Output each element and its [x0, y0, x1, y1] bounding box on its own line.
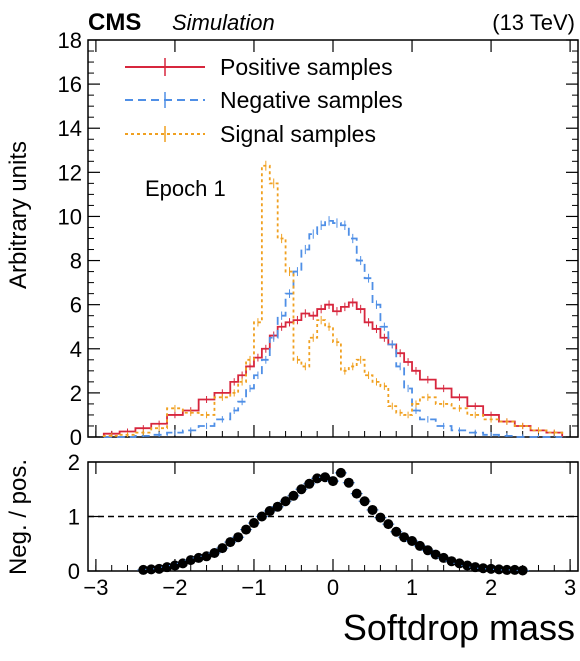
x-tick-label: −1 [241, 575, 266, 600]
ratio-point [264, 506, 275, 517]
main-y-tick-label: 10 [58, 204, 82, 229]
x-tick-label: −2 [162, 575, 187, 600]
ratio-point [162, 562, 173, 573]
ratio-point [241, 524, 252, 535]
epoch-label: Epoch 1 [145, 176, 226, 201]
ratio-y-tick-label: 0 [68, 559, 80, 584]
ratio-panel: 0 1 2 −3 −2 −1 0 1 2 3 Neg. / pos. [5, 450, 579, 600]
legend-label-signal: Signal samples [220, 121, 376, 147]
cms-label: CMS [88, 9, 141, 36]
ratio-y-tick-label: 2 [68, 450, 80, 475]
x-tick-label: −3 [83, 575, 108, 600]
ratio-point [399, 532, 410, 543]
ratio-point [138, 564, 149, 575]
x-axis-title: Softdrop mass [343, 607, 575, 648]
ratio-point [209, 548, 220, 559]
ratio-point [478, 563, 489, 574]
ratio-point [288, 490, 299, 501]
ratio-point [486, 563, 497, 574]
ratio-point [193, 552, 204, 563]
ratio-point [225, 537, 236, 548]
ratio-point [438, 552, 449, 563]
ratio-point [328, 476, 338, 487]
ratio-point [359, 496, 370, 507]
main-y-tick-label: 0 [70, 425, 82, 450]
main-y-axis-title: Arbitrary units [5, 141, 32, 289]
main-y-tick-label: 8 [70, 249, 82, 274]
ratio-point [470, 562, 481, 573]
ratio-y-axis-title: Neg. / pos. [5, 459, 32, 575]
main-y-tick-label: 4 [70, 337, 82, 362]
main-y-tick-label: 2 [70, 381, 82, 406]
x-tick-label: 2 [485, 575, 497, 600]
main-y-tick-label: 12 [58, 160, 82, 185]
ratio-point [217, 543, 228, 554]
ratio-ticks: 0 1 2 −3 −2 −1 0 1 2 3 [68, 450, 578, 600]
legend-entry-negative: Negative samples [125, 87, 403, 113]
ratio-point [177, 558, 188, 569]
legend-entry-positive: Positive samples [125, 54, 393, 80]
ratio-point [248, 518, 259, 529]
ratio-point [335, 467, 346, 478]
ratio-point [201, 551, 212, 562]
ratio-point [304, 478, 315, 489]
main-histogram-panel: 0 2 4 6 8 10 12 14 16 18 Epoch 1 Positive samples… [5, 28, 579, 450]
ratio-point [375, 512, 386, 523]
ratio-points [137, 467, 529, 576]
ratio-point [351, 488, 362, 499]
x-tick-label: 0 [327, 575, 339, 600]
ratio-point [280, 496, 291, 507]
ratio-point [493, 564, 504, 575]
histogram-line-positive [102, 301, 564, 437]
ratio-point [320, 472, 331, 483]
ratio-point [391, 526, 402, 537]
ratio-point [517, 565, 528, 576]
legend-entry-signal: Signal samples [125, 121, 376, 147]
ratio-point [414, 540, 425, 551]
main-y-tick-label: 18 [58, 28, 82, 53]
main-y-tick-label: 14 [58, 116, 82, 141]
histogram-line-signal [102, 164, 564, 437]
legend-label-negative: Negative samples [220, 87, 403, 113]
ratio-point [501, 564, 512, 575]
ratio-point [154, 563, 165, 574]
ratio-y-tick-label: 1 [68, 505, 80, 530]
legend: Positive samples Negative samples Signal… [125, 54, 403, 147]
ratio-point [146, 564, 157, 575]
x-tick-label: 1 [406, 575, 418, 600]
ratio-point [422, 545, 433, 556]
main-y-tick-label: 16 [58, 72, 82, 97]
ratio-point [272, 501, 283, 512]
main-y-ticks: 0 2 4 6 8 10 12 14 16 18 [58, 28, 578, 450]
ratio-point [343, 477, 354, 488]
x-tick-label: 3 [564, 575, 576, 600]
legend-label-positive: Positive samples [220, 54, 393, 80]
ratio-point [233, 532, 244, 543]
ratio-point [256, 511, 267, 522]
ratio-point [312, 473, 323, 484]
ratio-point [367, 504, 378, 515]
ratio-point [462, 560, 473, 571]
ratio-point [296, 484, 307, 495]
simulation-label: Simulation [172, 10, 275, 35]
histogram-series [102, 160, 564, 438]
ratio-point [407, 536, 418, 547]
ratio-point [383, 519, 394, 530]
energy-label: (13 TeV) [492, 10, 575, 35]
main-y-tick-label: 6 [70, 293, 82, 318]
ratio-point [509, 564, 520, 575]
ratio-point [430, 549, 441, 560]
